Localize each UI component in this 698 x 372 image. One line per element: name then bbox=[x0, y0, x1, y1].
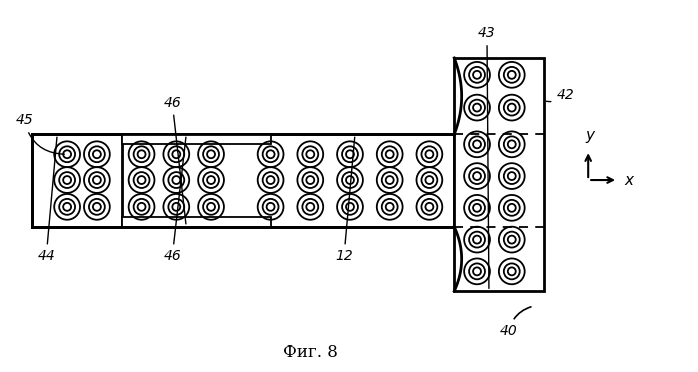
Text: 40: 40 bbox=[500, 307, 531, 338]
Bar bbox=[121, 217, 271, 227]
Bar bbox=[454, 58, 544, 291]
Text: 42: 42 bbox=[547, 88, 574, 102]
Bar bbox=[32, 134, 454, 227]
Text: 43: 43 bbox=[478, 26, 496, 288]
Bar bbox=[121, 134, 271, 144]
Text: 44: 44 bbox=[38, 137, 57, 263]
Text: y: y bbox=[586, 128, 595, 143]
Text: 46: 46 bbox=[163, 96, 186, 224]
Text: 45: 45 bbox=[15, 113, 64, 154]
Text: Фиг. 8: Фиг. 8 bbox=[283, 344, 338, 361]
Bar bbox=[32, 134, 121, 227]
Text: 12: 12 bbox=[335, 137, 355, 263]
Text: 46: 46 bbox=[163, 137, 186, 263]
Text: x: x bbox=[624, 173, 633, 187]
